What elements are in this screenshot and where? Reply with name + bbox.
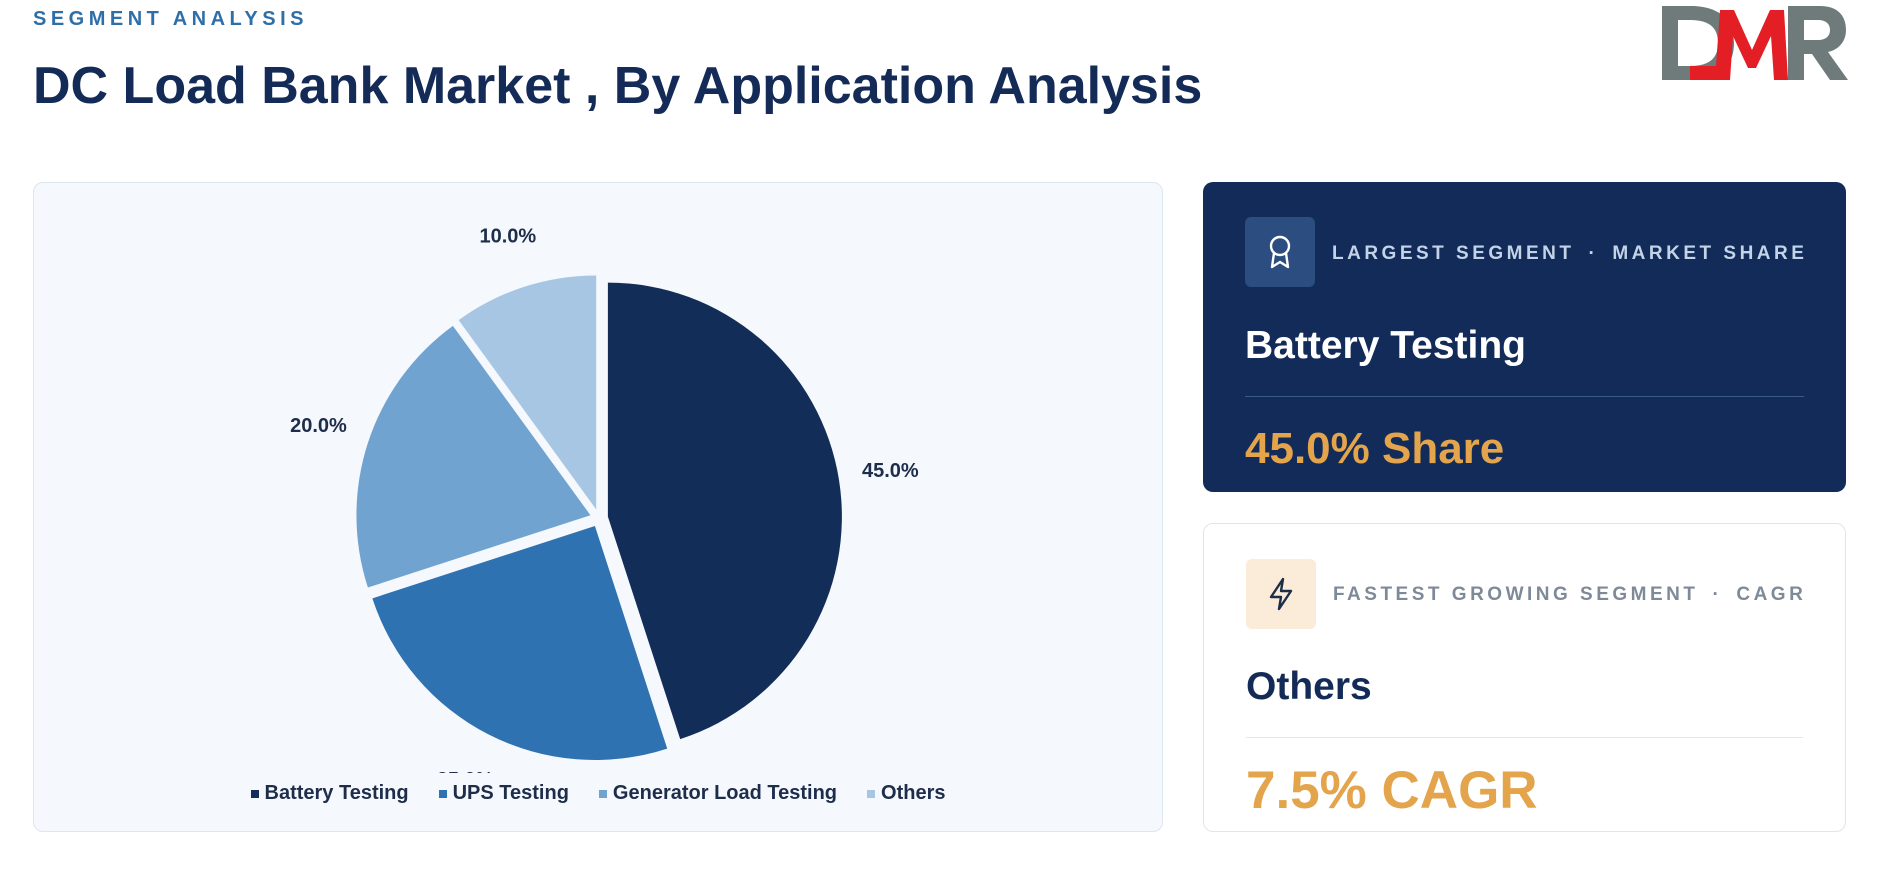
largest-segment-name: Battery Testing (1245, 324, 1526, 367)
pie-chart-card: 45.0% 25.0% 20.0% 10.0% Battery Testing UPS … (33, 182, 1163, 832)
chart-legend: Battery Testing UPS Testing Generator Load… (34, 782, 1162, 805)
logo-letter-m (1690, 10, 1788, 80)
pie-chart: 45.0% 25.0% 20.0% 10.0% (290, 226, 919, 773)
logo-letter-r (1788, 6, 1848, 80)
dmr-logo (1662, 6, 1848, 80)
pie-slice-generator-load-testing[interactable] (356, 325, 591, 588)
section-eyebrow: SEGMENT ANALYSIS (33, 8, 308, 30)
legend-item[interactable]: UPS Testing (438, 782, 569, 805)
fastest-growing-cagr: 7.5% CAGR (1246, 761, 1538, 820)
page-title: DC Load Bank Market , By Application Ana… (33, 57, 1203, 115)
pie-slice-others[interactable] (458, 275, 597, 510)
award-icon-box (1245, 217, 1315, 287)
legend-swatch (250, 789, 259, 798)
card-divider (1246, 737, 1803, 738)
fastest-growing-card: FASTEST GROWING SEGMENT · CAGR Others 7.5%… (1203, 523, 1846, 832)
pie-data-label: 10.0% (479, 226, 536, 248)
fastest-growing-name: Others (1246, 665, 1372, 708)
pie-slice-battery-testing[interactable] (607, 282, 842, 740)
pie-data-label: 20.0% (290, 415, 347, 437)
legend-item[interactable]: Battery Testing (250, 782, 409, 805)
legend-swatch (867, 789, 876, 798)
legend-item[interactable]: Generator Load Testing (598, 782, 838, 805)
award-icon (1269, 235, 1291, 269)
legend-label: Battery Testing (264, 782, 409, 804)
card-divider (1245, 396, 1804, 397)
logo-letter-d (1662, 6, 1734, 80)
legend-swatch (598, 789, 607, 798)
largest-segment-card: LARGEST SEGMENT · MARKET SHARE Battery Tes… (1203, 182, 1846, 492)
legend-item[interactable]: Others (867, 782, 946, 805)
legend-label: Others (881, 782, 946, 804)
largest-segment-share: 45.0% Share (1245, 424, 1505, 473)
legend-swatch (438, 789, 447, 798)
pie-data-label: 25.0% (437, 769, 494, 773)
legend-label: Generator Load Testing (612, 782, 838, 804)
lightning-icon-box (1246, 559, 1316, 629)
lightning-icon (1269, 577, 1293, 611)
pie-data-label: 45.0% (862, 460, 919, 482)
fastest-growing-label: FASTEST GROWING SEGMENT · CAGR (1333, 584, 1807, 605)
legend-label: UPS Testing (452, 782, 569, 804)
largest-segment-label: LARGEST SEGMENT · MARKET SHARE (1332, 243, 1808, 264)
pie-slice-ups-testing[interactable] (372, 526, 668, 761)
